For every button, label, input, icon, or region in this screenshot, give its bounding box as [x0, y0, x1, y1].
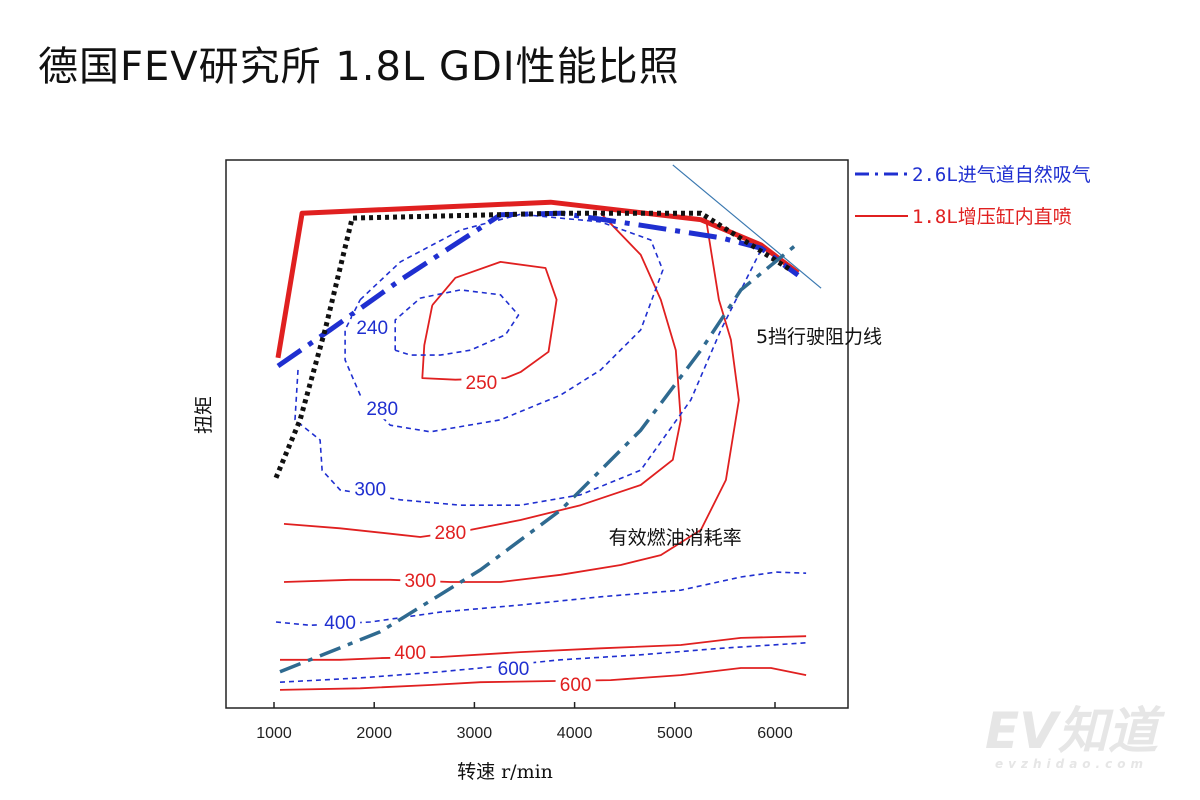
contour-2.6L-600: [279, 642, 807, 683]
contour-label-bg: [352, 316, 393, 339]
contour-label-1.8L-600: 600: [560, 675, 592, 696]
contour-label-2.6L-240: 240: [356, 318, 388, 339]
contour-2.6L-300: [294, 249, 762, 507]
x-tick-label: 6000: [757, 725, 793, 742]
contour-label-bg: [430, 521, 471, 544]
contour-label-2.6L-600: 600: [498, 659, 530, 680]
x-axis-label: 转速 r/min: [457, 761, 553, 783]
contour-label-bg: [362, 397, 403, 420]
page-title: 德国FEV研究所 1.8L GDI性能比照: [38, 44, 680, 90]
contour-2.6L-240: [394, 289, 520, 356]
series-layer: 250 280 300 400 600 240 280 300 400 600 5挡行驶阻力线有效燃…: [273, 164, 882, 696]
y-axis-label: 扭矩: [193, 396, 215, 434]
contour-label-2.6L-280: 280: [366, 399, 398, 420]
contour-label-2.6L-400: 400: [324, 613, 356, 634]
annotation-0: 5挡行驶阻力线: [756, 326, 882, 348]
contour-label-bg: [400, 568, 441, 591]
contour-label-bg: [390, 641, 431, 664]
contour-1.8L-600: [279, 667, 807, 691]
contour-label-bg: [555, 672, 596, 695]
x-tick-label: 5000: [657, 725, 693, 742]
legend-label-1.8L: 1.8L增压缸内直喷: [912, 206, 1072, 228]
annotation-bg: [751, 319, 847, 372]
contour-label-1.8L-250: 250: [466, 373, 498, 394]
contour-label-bg: [493, 656, 534, 679]
x-axis: 1000 2000 3000 4000 5000 6000: [256, 702, 793, 742]
contour-label-1.8L-400: 400: [394, 643, 426, 664]
annotation-1: 有效燃油消耗率: [609, 527, 742, 549]
series-thin-line: [672, 164, 822, 289]
series-black-dotted: [273, 210, 793, 479]
contour-label-2.6L-300: 300: [354, 479, 386, 500]
contour-1.8L-280: [283, 212, 682, 538]
x-tick-label: 1000: [256, 725, 292, 742]
contour-label-bg: [320, 610, 361, 633]
legend: 2.6L进气道自然吸气 1.8L增压缸内直喷: [855, 164, 1091, 228]
watermark-logo: EV知道 evzhidao.com: [985, 702, 1158, 771]
series-full-load-2.6L: [276, 210, 800, 369]
contour-2.6L-280: [344, 213, 664, 433]
x-tick-label: 4000: [557, 725, 593, 742]
contour-label-1.8L-280: 280: [435, 523, 467, 544]
contour-label-bg: [350, 477, 391, 500]
x-tick-label: 2000: [356, 725, 392, 742]
contour-1.8L-400: [280, 635, 807, 661]
contour-1.8L-250: [421, 260, 558, 381]
legend-label-2.6L: 2.6L进气道自然吸气: [912, 164, 1091, 186]
contour-label-1.8L-300: 300: [404, 571, 436, 592]
x-tick-label: 3000: [457, 725, 493, 742]
contour-label-bg: [461, 370, 502, 393]
